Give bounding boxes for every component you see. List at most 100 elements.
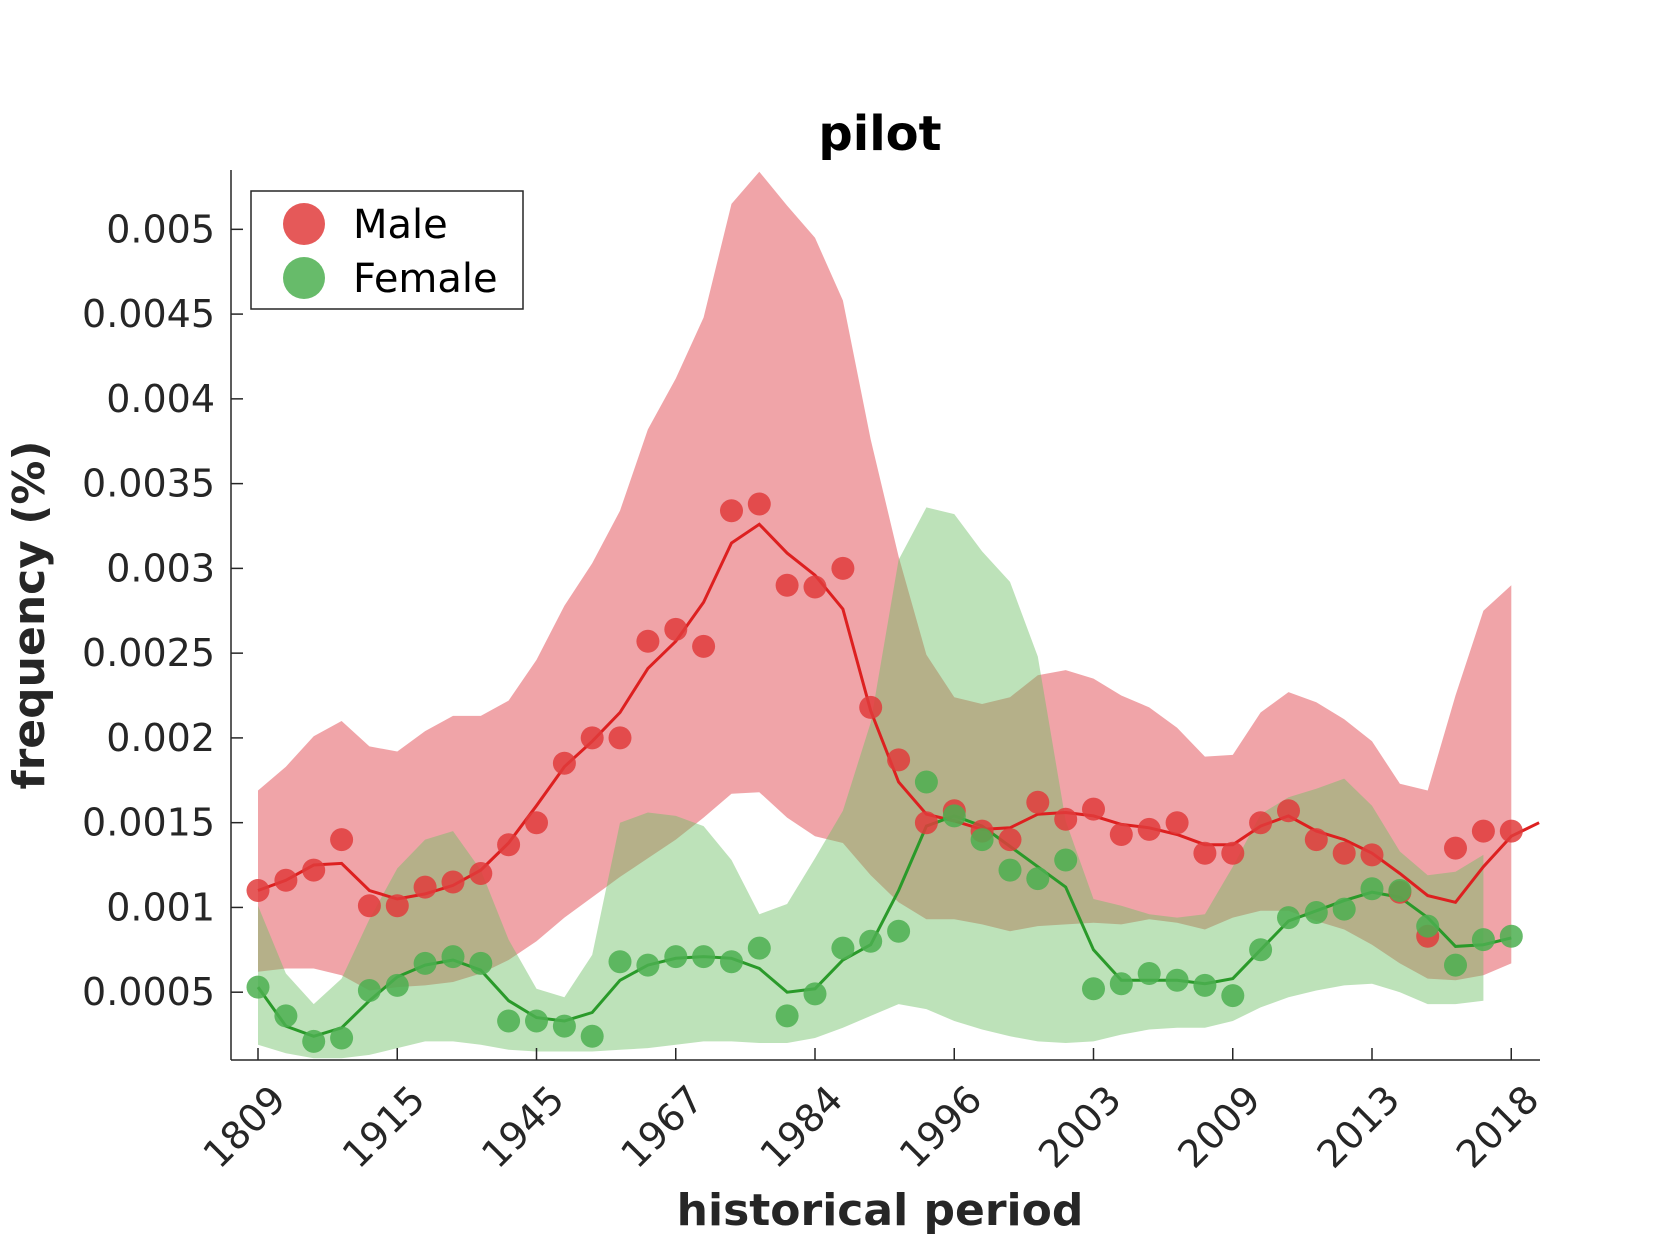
point-male xyxy=(692,634,716,658)
y-tick-label: 0.005 xyxy=(106,207,215,251)
y-tick-label: 0.003 xyxy=(106,546,215,590)
point-female xyxy=(525,1009,548,1033)
point-male xyxy=(302,858,326,882)
point-male xyxy=(469,862,493,885)
point-female xyxy=(664,945,688,969)
legend-label-female: Female xyxy=(353,256,498,302)
trend-line-female xyxy=(256,814,1512,1038)
point-female xyxy=(720,950,743,974)
point-female xyxy=(1193,973,1217,997)
point-male xyxy=(664,617,688,641)
point-female xyxy=(942,804,966,828)
point-male xyxy=(1360,843,1384,867)
point-male xyxy=(1471,819,1495,843)
point-female xyxy=(1416,914,1440,938)
point-female xyxy=(1249,938,1273,962)
point-female xyxy=(636,953,660,977)
point-male xyxy=(1304,828,1328,852)
point-male xyxy=(1332,841,1356,865)
point-female xyxy=(747,936,771,960)
y-tick-label: 0.002 xyxy=(106,716,215,760)
x-tick-label: 1809 xyxy=(195,1077,295,1177)
point-female xyxy=(1137,962,1161,985)
point-female xyxy=(1026,867,1050,891)
point-female xyxy=(692,945,716,969)
point-female xyxy=(385,973,409,997)
point-male xyxy=(552,751,576,775)
point-female xyxy=(357,979,381,1002)
point-male xyxy=(525,811,548,835)
point-male xyxy=(1249,811,1273,835)
point-female xyxy=(803,982,827,1006)
point-female xyxy=(1360,877,1384,901)
point-female xyxy=(1277,906,1300,930)
x-tick-label: 1945 xyxy=(473,1077,573,1177)
y-tick-label: 0.0035 xyxy=(82,462,215,506)
point-female xyxy=(1388,879,1412,902)
point-female xyxy=(1165,968,1189,992)
point-female xyxy=(998,858,1022,882)
point-male xyxy=(497,833,521,857)
x-tick-label: 2003 xyxy=(1030,1077,1130,1177)
legend: Male Female xyxy=(250,190,524,310)
point-female xyxy=(1082,977,1105,1001)
y-axis-label: frequency (%) xyxy=(4,440,55,789)
point-female xyxy=(1109,972,1133,996)
point-male xyxy=(441,870,465,894)
y-tick-label: 0.004 xyxy=(106,377,215,421)
point-male xyxy=(803,575,827,599)
x-tick-label: 2009 xyxy=(1169,1077,1269,1177)
point-male xyxy=(1499,819,1523,843)
point-male xyxy=(246,879,270,902)
y-tick-label: 0.0015 xyxy=(82,801,215,845)
point-male xyxy=(330,828,354,852)
point-male xyxy=(775,573,799,597)
x-tick-label: 1984 xyxy=(752,1077,852,1177)
point-female xyxy=(1444,953,1467,977)
point-male xyxy=(1109,823,1133,846)
point-female xyxy=(552,1014,576,1038)
point-male xyxy=(1082,797,1105,821)
point-male xyxy=(1026,790,1050,814)
point-female xyxy=(608,950,632,974)
band-female xyxy=(258,507,1484,1059)
point-female xyxy=(1054,848,1078,872)
point-female xyxy=(914,770,938,794)
point-female xyxy=(1471,928,1495,952)
point-male xyxy=(887,748,911,772)
point-male xyxy=(385,894,409,918)
point-male xyxy=(1054,807,1078,831)
band-male xyxy=(258,171,1512,991)
y-tick-label: 0.0025 xyxy=(82,631,215,675)
y-tick-label: 0.001 xyxy=(106,885,215,929)
point-female xyxy=(441,945,465,969)
point-female xyxy=(330,1026,354,1050)
point-male xyxy=(998,828,1022,852)
x-tick-label: 1915 xyxy=(334,1077,434,1177)
point-female xyxy=(580,1024,604,1048)
point-male xyxy=(1193,841,1217,865)
point-male xyxy=(1137,817,1161,841)
point-female xyxy=(1499,924,1523,948)
point-female xyxy=(274,1004,298,1028)
x-tick-label: 1967 xyxy=(612,1077,712,1177)
point-male xyxy=(720,499,743,523)
point-female xyxy=(831,936,855,960)
point-female xyxy=(497,1009,521,1033)
confidence-bands xyxy=(258,171,1512,1059)
point-male xyxy=(859,695,883,719)
point-male xyxy=(747,492,771,516)
point-female xyxy=(469,951,493,975)
point-female xyxy=(1221,984,1245,1008)
point-male xyxy=(580,726,604,750)
point-female xyxy=(859,929,883,953)
point-male xyxy=(1444,836,1467,860)
point-male xyxy=(357,894,381,918)
point-male xyxy=(1221,841,1245,865)
data-points xyxy=(246,492,1523,1053)
x-tick-label: 1996 xyxy=(891,1077,991,1177)
point-female xyxy=(246,975,270,999)
x-tick-label: 2013 xyxy=(1309,1077,1409,1177)
point-male xyxy=(1277,799,1300,823)
